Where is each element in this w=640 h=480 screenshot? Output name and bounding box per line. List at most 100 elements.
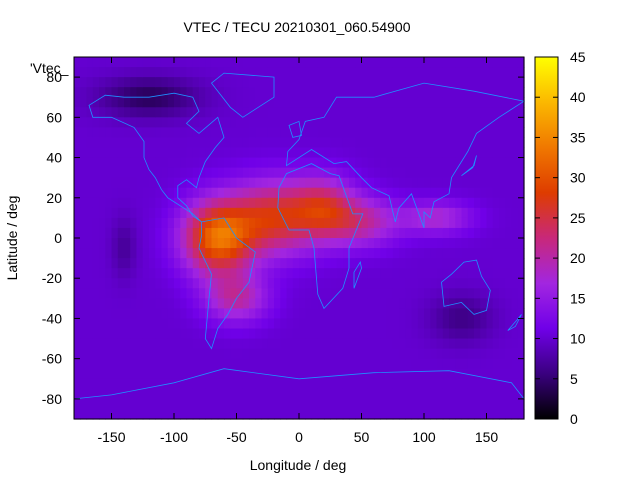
heatmap-cell: [255, 127, 263, 139]
heatmap-cell: [517, 368, 525, 380]
heatmap-cell: [111, 288, 119, 299]
heatmap-cell: [261, 187, 269, 199]
heatmap-cell: [155, 298, 163, 309]
heatmap-cell: [392, 97, 400, 108]
heatmap-cell: [455, 77, 463, 88]
heatmap-cell: [230, 77, 238, 88]
heatmap-cell: [424, 117, 431, 128]
heatmap-cell: [92, 87, 100, 98]
heatmap-cell: [324, 137, 331, 149]
heatmap-cell: [486, 338, 494, 350]
heatmap-cell: [324, 127, 331, 139]
heatmap-cell: [92, 318, 100, 330]
heatmap-cell: [392, 227, 400, 239]
heatmap-cell: [467, 107, 475, 118]
heatmap-cell: [224, 368, 231, 380]
heatmap-cell: [517, 248, 525, 259]
heatmap-cell: [449, 398, 456, 410]
heatmap-cell: [199, 117, 206, 128]
heatmap-cell: [342, 288, 350, 299]
heatmap-cell: [274, 227, 281, 239]
heatmap-cell: [517, 137, 525, 149]
heatmap-cell: [74, 408, 81, 420]
heatmap-cell: [255, 77, 263, 88]
heatmap-cell: [311, 238, 319, 249]
heatmap-cell: [161, 318, 169, 330]
heatmap-cell: [380, 258, 388, 269]
heatmap-cell: [417, 137, 425, 149]
heatmap-cell: [92, 408, 100, 420]
heatmap-cell: [249, 288, 256, 299]
heatmap-cell: [305, 338, 313, 350]
heatmap-cell: [449, 227, 456, 239]
heatmap-cell: [249, 348, 256, 360]
heatmap-cell: [317, 328, 325, 340]
heatmap-cell: [180, 117, 188, 128]
heatmap-cell: [74, 167, 81, 179]
heatmap-cell: [180, 308, 188, 320]
heatmap-cell: [167, 227, 175, 239]
heatmap-cell: [111, 167, 119, 179]
heatmap-cell: [130, 57, 138, 68]
heatmap-cell: [180, 227, 188, 239]
heatmap-cell: [492, 107, 500, 118]
heatmap-cell: [380, 157, 388, 169]
heatmap-cell: [92, 207, 100, 219]
heatmap-cell: [261, 147, 269, 159]
heatmap-cell: [436, 177, 444, 189]
heatmap-cell: [111, 147, 119, 159]
heatmap-cell: [349, 338, 356, 350]
heatmap-cell: [355, 107, 363, 118]
heatmap-cell: [92, 67, 100, 78]
heatmap-cell: [511, 398, 519, 410]
heatmap-cell: [430, 117, 438, 128]
heatmap-cell: [324, 57, 331, 68]
heatmap-cell: [436, 227, 444, 239]
heatmap-cell: [442, 217, 450, 229]
heatmap-cell: [130, 338, 138, 350]
heatmap-cell: [255, 298, 263, 309]
heatmap-cell: [292, 338, 300, 350]
heatmap-cell: [280, 97, 288, 108]
heatmap-cell: [230, 358, 238, 370]
heatmap-cell: [449, 197, 456, 209]
heatmap-cell: [392, 378, 400, 390]
heatmap-cell: [92, 147, 100, 159]
heatmap-cell: [117, 167, 125, 179]
heatmap-cell: [161, 207, 169, 219]
heatmap-cell: [367, 177, 375, 189]
heatmap-cell: [174, 157, 181, 169]
heatmap-cell: [217, 217, 225, 229]
heatmap-cell: [380, 67, 388, 78]
heatmap-cell: [111, 107, 119, 118]
heatmap-cell: [130, 197, 138, 209]
heatmap-cell: [330, 248, 338, 259]
heatmap-cell: [511, 408, 519, 420]
heatmap-cell: [486, 258, 494, 269]
heatmap-cell: [286, 338, 294, 350]
x-axis-label: Longitude / deg: [250, 457, 347, 473]
heatmap-cell: [74, 87, 81, 98]
heatmap-cell: [361, 177, 369, 189]
heatmap-cell: [386, 338, 394, 350]
heatmap-cell: [424, 107, 431, 118]
heatmap-cell: [399, 187, 406, 199]
heatmap-cell: [436, 207, 444, 219]
heatmap-cell: [405, 358, 413, 370]
heatmap-cell: [317, 167, 325, 179]
heatmap-cell: [436, 288, 444, 299]
heatmap-cell: [317, 258, 325, 269]
heatmap-cell: [330, 268, 338, 279]
heatmap-cell: [74, 268, 81, 279]
heatmap-cell: [155, 87, 163, 98]
heatmap-cell: [386, 177, 394, 189]
heatmap-cell: [374, 137, 381, 149]
heatmap-cell: [267, 77, 275, 88]
heatmap-cell: [461, 187, 469, 199]
heatmap-cell: [299, 388, 306, 400]
heatmap-cell: [136, 268, 144, 279]
heatmap-cell: [474, 117, 481, 128]
heatmap-cell: [505, 207, 513, 219]
heatmap-cell: [217, 368, 225, 380]
heatmap-cell: [386, 197, 394, 209]
